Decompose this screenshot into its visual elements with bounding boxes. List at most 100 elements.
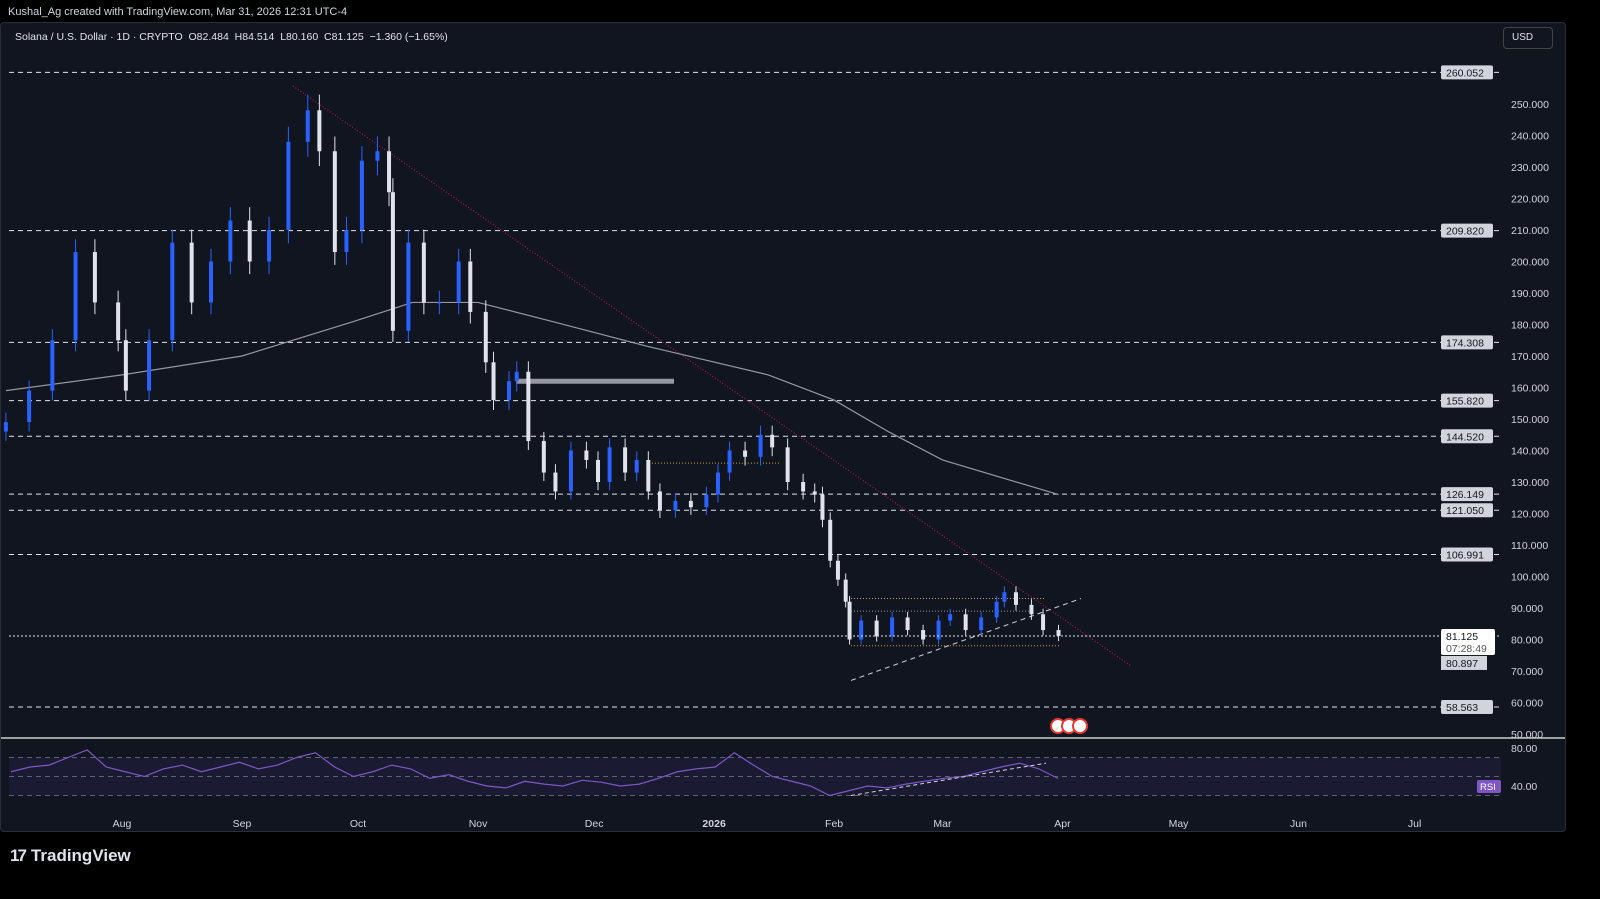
- y-tick-label: 240.000: [1511, 131, 1549, 143]
- candle-body: [375, 151, 380, 161]
- x-tick-label: Nov: [469, 818, 488, 830]
- level-label: 58.563: [1446, 702, 1478, 714]
- level-label-bg: [1441, 700, 1493, 715]
- candle-body: [553, 472, 558, 492]
- tradingview-logo: 17 TradingView: [10, 846, 131, 866]
- candle-countdown: 07:28:49: [1446, 643, 1487, 655]
- y-tick-label: 230.000: [1511, 162, 1549, 174]
- candle-body: [344, 230, 349, 253]
- candle-body: [715, 472, 720, 495]
- price-change: −1.360 (−1.65%): [369, 31, 448, 43]
- candle-body: [92, 252, 97, 303]
- candle-body: [727, 450, 732, 473]
- level-label-bg: [1441, 393, 1493, 408]
- candle-body: [584, 450, 589, 460]
- candle-body: [905, 617, 910, 631]
- us-event-flag-icon: [1072, 718, 1088, 734]
- candle-body: [387, 151, 392, 193]
- level-label: 144.520: [1446, 431, 1484, 443]
- level-label: 209.820: [1446, 226, 1484, 238]
- level-label: 260.052: [1446, 67, 1484, 79]
- candle-body: [758, 434, 763, 457]
- candle-body: [1002, 592, 1007, 602]
- candle-body: [317, 110, 322, 152]
- candle-body: [704, 494, 709, 508]
- candle-body: [646, 459, 651, 492]
- candle-body: [507, 381, 511, 401]
- candle-body: [607, 447, 612, 482]
- y-tick-label: 200.000: [1511, 257, 1549, 269]
- candle-body: [634, 459, 639, 473]
- candle-body: [305, 110, 310, 142]
- credit-text: Kushal_Ag created with TradingView.com, …: [8, 6, 348, 18]
- x-tick-label: Sep: [233, 818, 252, 830]
- level-label: 155.820: [1446, 396, 1484, 408]
- y-tick-label: 250.000: [1511, 99, 1549, 111]
- level-label: 106.991: [1446, 549, 1484, 561]
- level-label-bg: [1441, 487, 1493, 502]
- price-label-bg: [1441, 628, 1495, 655]
- y-tick-label: 160.000: [1511, 383, 1549, 395]
- candle-body: [267, 230, 272, 262]
- candle-body: [568, 450, 573, 492]
- price-chart[interactable]: 50.000 60.000 70.000 80.000 90.000 100.000 110…: [1, 23, 1566, 832]
- candle-body: [874, 620, 879, 637]
- x-tick-label: Jun: [1290, 818, 1307, 830]
- candle-body: [820, 494, 825, 520]
- x-tick-label: Aug: [113, 818, 132, 830]
- candle-body: [1013, 592, 1018, 605]
- candle-body: [123, 340, 128, 391]
- rsi-band: [9, 757, 1501, 796]
- currency-button[interactable]: USD: [1503, 27, 1553, 49]
- y-tick-label: 50.000: [1511, 729, 1543, 741]
- candle-body: [483, 311, 488, 363]
- candle-body: [657, 491, 662, 511]
- level-label-bg: [1441, 503, 1493, 518]
- candle-body: [468, 261, 473, 312]
- ohlc-close: C81.125: [324, 31, 364, 43]
- current-price-label: 81.125: [1446, 631, 1478, 643]
- candle-body: [247, 220, 252, 262]
- y-tick-label: 110.000: [1511, 540, 1548, 552]
- candle-body: [921, 630, 926, 640]
- rising-support-line: [850, 598, 1082, 681]
- candle-body: [1056, 630, 1061, 636]
- candle-body: [421, 242, 426, 303]
- level-label-bg: [1441, 65, 1493, 80]
- candle-body: [948, 614, 953, 621]
- x-tick-label: Feb: [825, 818, 843, 830]
- candle-body: [743, 450, 748, 457]
- candle-body: [3, 422, 8, 432]
- level-label-bg: [1441, 547, 1493, 562]
- y-tick-label: 150.000: [1511, 414, 1549, 426]
- x-tick-label: Jul: [1408, 818, 1421, 830]
- level-label: 121.050: [1446, 505, 1484, 517]
- candle-body: [406, 242, 411, 331]
- candle-body: [209, 261, 214, 303]
- candle-body: [116, 302, 121, 341]
- candle-body: [843, 579, 848, 602]
- candle-body: [1029, 604, 1034, 615]
- chart-pane[interactable]: Solana / U.S. Dollar · 1D · CRYPTO O82.4…: [0, 22, 1566, 832]
- rsi-divergence-line: [850, 762, 1047, 796]
- candle-body: [596, 459, 601, 482]
- ohlc-open: O82.484: [188, 31, 229, 43]
- symbol-name[interactable]: Solana / U.S. Dollar · 1D · CRYPTO: [15, 31, 183, 43]
- y-tick-label: 140.000: [1511, 446, 1549, 458]
- candle-body: [170, 242, 175, 341]
- candle-body: [847, 601, 852, 640]
- level-label: 174.308: [1446, 337, 1484, 349]
- candle-body: [50, 340, 55, 391]
- candle-body: [1041, 614, 1046, 631]
- y-tick-label: 180.000: [1511, 320, 1549, 332]
- rsi-badge: RSI: [1480, 782, 1496, 793]
- y-tick-label: 60.000: [1511, 698, 1543, 710]
- y-tick-label: 80.000: [1511, 635, 1543, 647]
- candle-body: [994, 601, 999, 618]
- candle-body: [514, 371, 519, 382]
- candle-body: [979, 617, 984, 631]
- tradingview-logo-icon: 17: [10, 846, 27, 865]
- candle-body: [437, 302, 442, 304]
- rsi-badge-bg: [1477, 780, 1501, 793]
- candle-body: [936, 620, 941, 640]
